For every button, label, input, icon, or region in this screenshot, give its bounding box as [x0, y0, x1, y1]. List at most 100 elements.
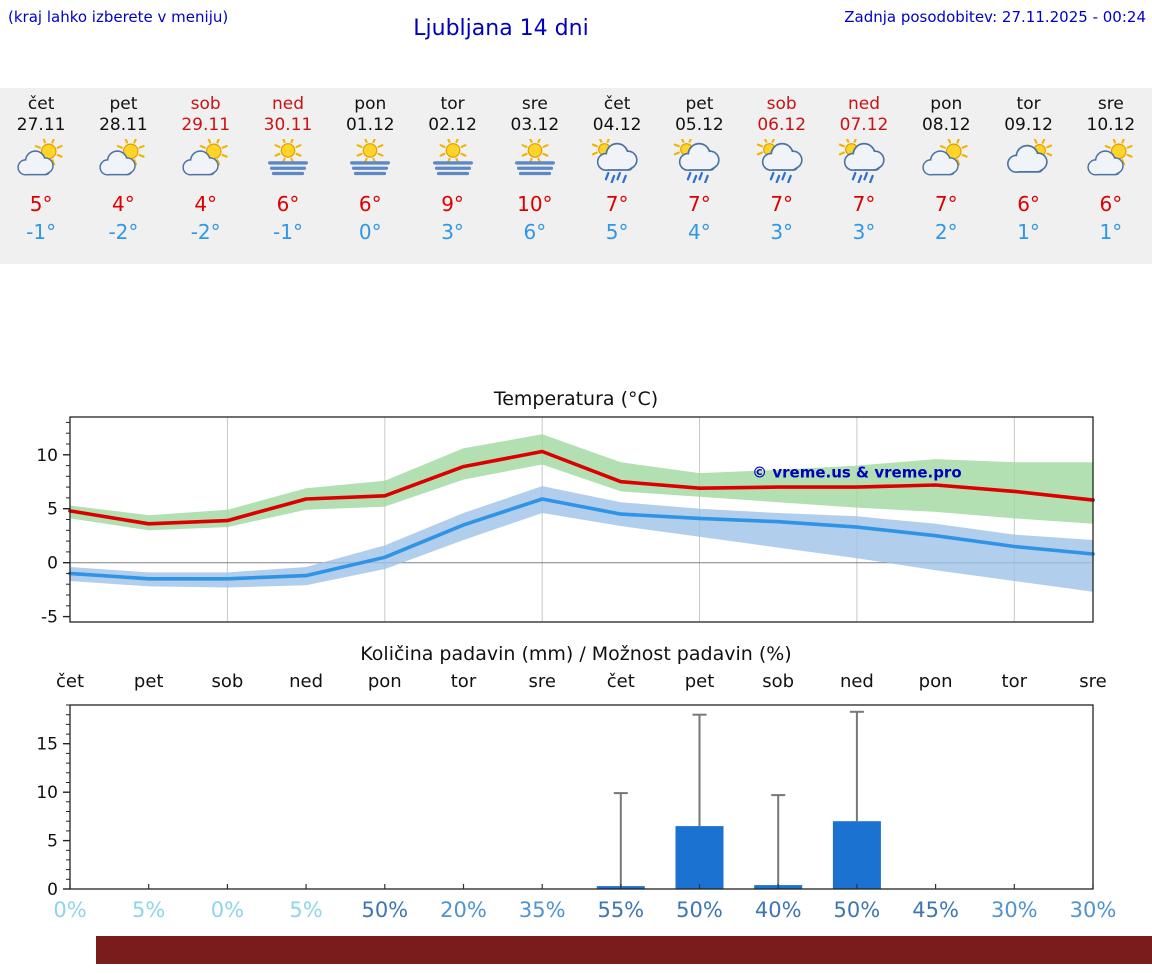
- forecast-day: pon 08.12 7° 2°: [905, 88, 987, 264]
- min-temp-label: -1°: [26, 220, 57, 244]
- forecast-day: ned 30.11 6° -1°: [247, 88, 329, 264]
- precip-probability-label: 30%: [1070, 898, 1117, 922]
- forecast-day: čet 04.12 7° 5°: [576, 88, 658, 264]
- day-name-label: ned: [847, 94, 880, 114]
- min-temp-label: 3°: [770, 220, 794, 244]
- forecast-day: pon 01.12 6° 0°: [329, 88, 411, 264]
- min-temp-label: -2°: [190, 220, 221, 244]
- min-temp-label: 0°: [358, 220, 382, 244]
- min-temp-label: 3°: [852, 220, 876, 244]
- rain-cloud-icon: [741, 136, 823, 187]
- precip-day-label: sre: [528, 671, 555, 692]
- day-date-label: 06.12: [757, 115, 807, 135]
- forecast-day: ned 07.12 7° 3°: [823, 88, 905, 264]
- day-name-label: tor: [440, 94, 465, 114]
- min-temp-label: -2°: [108, 220, 139, 244]
- precip-ytick-label: 15: [36, 735, 58, 755]
- day-name-label: čet: [603, 94, 631, 114]
- precip-day-label: pon: [368, 671, 402, 692]
- precip-day-label: sre: [1079, 671, 1106, 692]
- precip-ytick-label: 10: [36, 783, 58, 803]
- max-temp-line: [68, 449, 1095, 526]
- max-temp-label: 4°: [194, 192, 218, 216]
- day-name-label: sob: [766, 94, 797, 114]
- forecast-day: tor 09.12 6° 1°: [987, 88, 1069, 264]
- forecast-day: pet 28.11 4° -2°: [82, 88, 164, 264]
- precip-probability-label: 5%: [132, 898, 165, 922]
- min-temp-label: 4°: [688, 220, 711, 244]
- day-name-label: pet: [109, 94, 138, 114]
- precip-probability-label: 45%: [912, 898, 959, 922]
- precip-day-label: pet: [134, 671, 164, 692]
- precip-day-label: čet: [56, 671, 84, 692]
- forecast-day: sob 06.12 7° 3°: [741, 88, 823, 264]
- forecast-day: sob 29.11 4° -2°: [165, 88, 247, 264]
- precip-probability-label: 40%: [755, 898, 802, 922]
- max-temp-label: 7°: [688, 192, 711, 216]
- day-name-label: pon: [930, 94, 963, 114]
- precip-day-label: sob: [211, 671, 243, 692]
- precip-day-label: pet: [685, 671, 715, 692]
- max-temp-label: 9°: [441, 192, 464, 216]
- temperature-chart: -5 0 5 10 © vreme.us & vreme.pro: [36, 416, 1095, 627]
- day-date-label: 01.12: [345, 115, 395, 135]
- day-date-label: 10.12: [1086, 115, 1136, 135]
- day-date-label: 29.11: [181, 115, 231, 135]
- day-date-label: 08.12: [921, 115, 971, 135]
- precip-probability-label: 0%: [211, 898, 244, 922]
- temp-ytick-label: 10: [36, 446, 58, 466]
- precip-ytick-label: 0: [47, 880, 58, 900]
- forecast-day: sre 03.12 10° 6°: [494, 88, 576, 264]
- max-temp-label: 7°: [934, 192, 958, 216]
- min-temp-range-band: [70, 486, 1093, 592]
- max-temp-label: 6°: [1099, 192, 1123, 216]
- header: (kraj lahko izberete v meniju) Ljubljana…: [0, 0, 1152, 62]
- sun-cloud-icon: [905, 137, 987, 187]
- precip-probability-label: 50%: [361, 898, 408, 922]
- min-temp-label: 2°: [934, 220, 958, 244]
- precip-day-label: tor: [1002, 671, 1028, 692]
- day-date-label: 03.12: [510, 115, 560, 135]
- precip-probability-label: 55%: [597, 898, 644, 922]
- rain-cloud-icon: [823, 136, 905, 187]
- max-temp-label: 6°: [358, 192, 382, 216]
- day-date-label: 04.12: [592, 115, 642, 135]
- forecast-day: tor 02.12 9° 3°: [411, 88, 493, 264]
- precip-probability-label: 50%: [676, 898, 723, 922]
- day-date-label: 09.12: [1004, 115, 1053, 135]
- forecast-day: čet 27.11 5° -1°: [0, 88, 82, 264]
- rain-cloud-icon: [658, 136, 740, 187]
- sun-cloud-icon: [0, 137, 82, 187]
- precipitation-chart: čet pet sob ned pon tor sre čet pet sob ned pon tor s…: [36, 671, 1117, 922]
- rain-cloud-icon: [576, 136, 658, 187]
- sun-fog-icon: [329, 136, 411, 187]
- precipitation-chart-title: Količina padavin (mm) / Možnost padavin …: [360, 643, 792, 665]
- min-temp-label: 3°: [441, 220, 464, 244]
- max-temp-label: 6°: [276, 192, 300, 216]
- max-temp-label: 5°: [29, 192, 53, 216]
- min-temp-label: -1°: [273, 220, 303, 244]
- max-temp-label: 4°: [112, 192, 135, 216]
- min-temp-label: 1°: [1017, 220, 1040, 244]
- watermark: © vreme.us & vreme.pro: [752, 463, 962, 481]
- sun-fog-icon: [411, 136, 493, 187]
- precip-bar: [832, 821, 881, 889]
- sun-cloud-icon: [82, 137, 164, 187]
- forecast-day: pet 05.12 7° 4°: [658, 88, 740, 264]
- precip-probability-label: 35%: [519, 898, 566, 922]
- max-temp-label: 10°: [517, 192, 553, 216]
- max-temp-label: 6°: [1017, 192, 1040, 216]
- max-temp-label: 7°: [605, 192, 629, 216]
- forecast-day: sre 10.12 6° 1°: [1070, 88, 1152, 264]
- precip-day-label: ned: [840, 671, 874, 692]
- day-name-label: sre: [1097, 94, 1124, 114]
- day-date-label: 05.12: [675, 115, 724, 135]
- min-temp-label: 5°: [605, 220, 629, 244]
- last-updated: Zadnja posodobitev: 27.11.2025 - 00:24: [844, 8, 1146, 26]
- day-date-label: 28.11: [99, 115, 148, 135]
- location-hint: (kraj lahko izberete v meniju): [8, 8, 229, 26]
- sun-cloud-icon: [1070, 137, 1152, 187]
- day-date-label: 02.12: [428, 115, 477, 135]
- temp-ytick-label: 0: [47, 554, 58, 574]
- plot-border: [69, 416, 1094, 623]
